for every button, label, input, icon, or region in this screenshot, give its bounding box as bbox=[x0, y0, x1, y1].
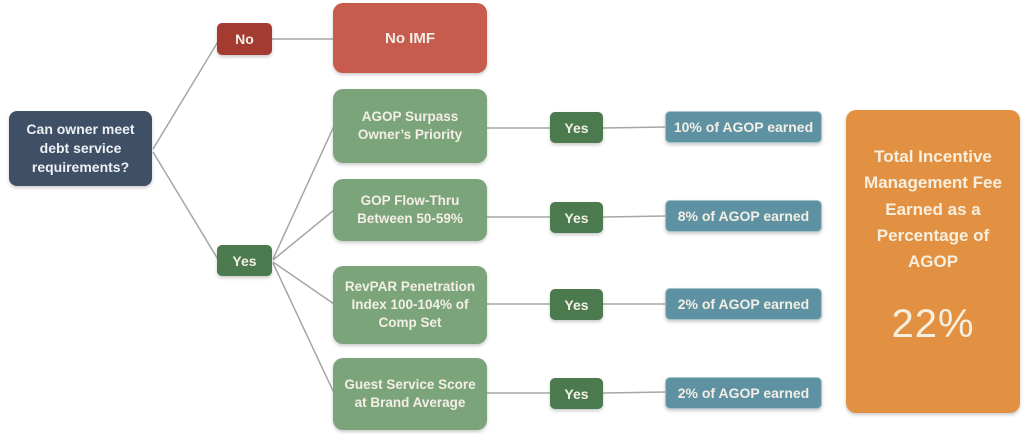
outcome-node-2: 8% of AGOP earned bbox=[665, 200, 822, 232]
total-fee-title: Total Incentive Management Fee Earned as… bbox=[864, 147, 1002, 272]
criterion-node-guest-score: Guest Service Score at Brand Average bbox=[333, 358, 487, 430]
outcome-node-4: 2% of AGOP earned bbox=[665, 377, 822, 409]
root-question-node: Can owner meet debt service requirements… bbox=[9, 111, 152, 186]
total-fee-value: 22% bbox=[891, 301, 975, 346]
criterion-decision-yes-2: Yes bbox=[550, 202, 603, 233]
outcome-no-imf-node: No IMF bbox=[333, 3, 487, 73]
criterion-node-revpar-index: RevPAR Penetration Index 100-104% of Com… bbox=[333, 266, 487, 344]
decision-yes-node: Yes bbox=[217, 245, 272, 276]
connector-root-to-yes bbox=[152, 151, 220, 262]
connector-yes-2-to-outcome bbox=[602, 215, 667, 218]
connector-yes-to-criterion-4 bbox=[272, 262, 335, 394]
connector-yes-4-to-outcome bbox=[602, 391, 667, 394]
criterion-node-gop-flowthru: GOP Flow-Thru Between 50-59% bbox=[333, 179, 487, 241]
connector-yes-to-criterion-3 bbox=[272, 261, 335, 305]
decision-no-node: No bbox=[217, 23, 272, 55]
criterion-decision-yes-3: Yes bbox=[550, 289, 603, 320]
total-fee-node: Total Incentive Management Fee Earned as… bbox=[846, 110, 1020, 413]
criterion-decision-yes-4: Yes bbox=[550, 378, 603, 409]
connector-yes-to-criterion-1 bbox=[272, 125, 335, 260]
connector-yes-1-to-outcome bbox=[602, 126, 667, 129]
connector-root-to-no bbox=[152, 39, 220, 150]
connector-yes-to-criterion-2 bbox=[272, 209, 335, 261]
outcome-node-1: 10% of AGOP earned bbox=[665, 111, 822, 143]
criterion-decision-yes-1: Yes bbox=[550, 112, 603, 143]
outcome-node-3: 2% of AGOP earned bbox=[665, 288, 822, 320]
criterion-node-agop-surpass: AGOP Surpass Owner’s Priority bbox=[333, 89, 487, 163]
